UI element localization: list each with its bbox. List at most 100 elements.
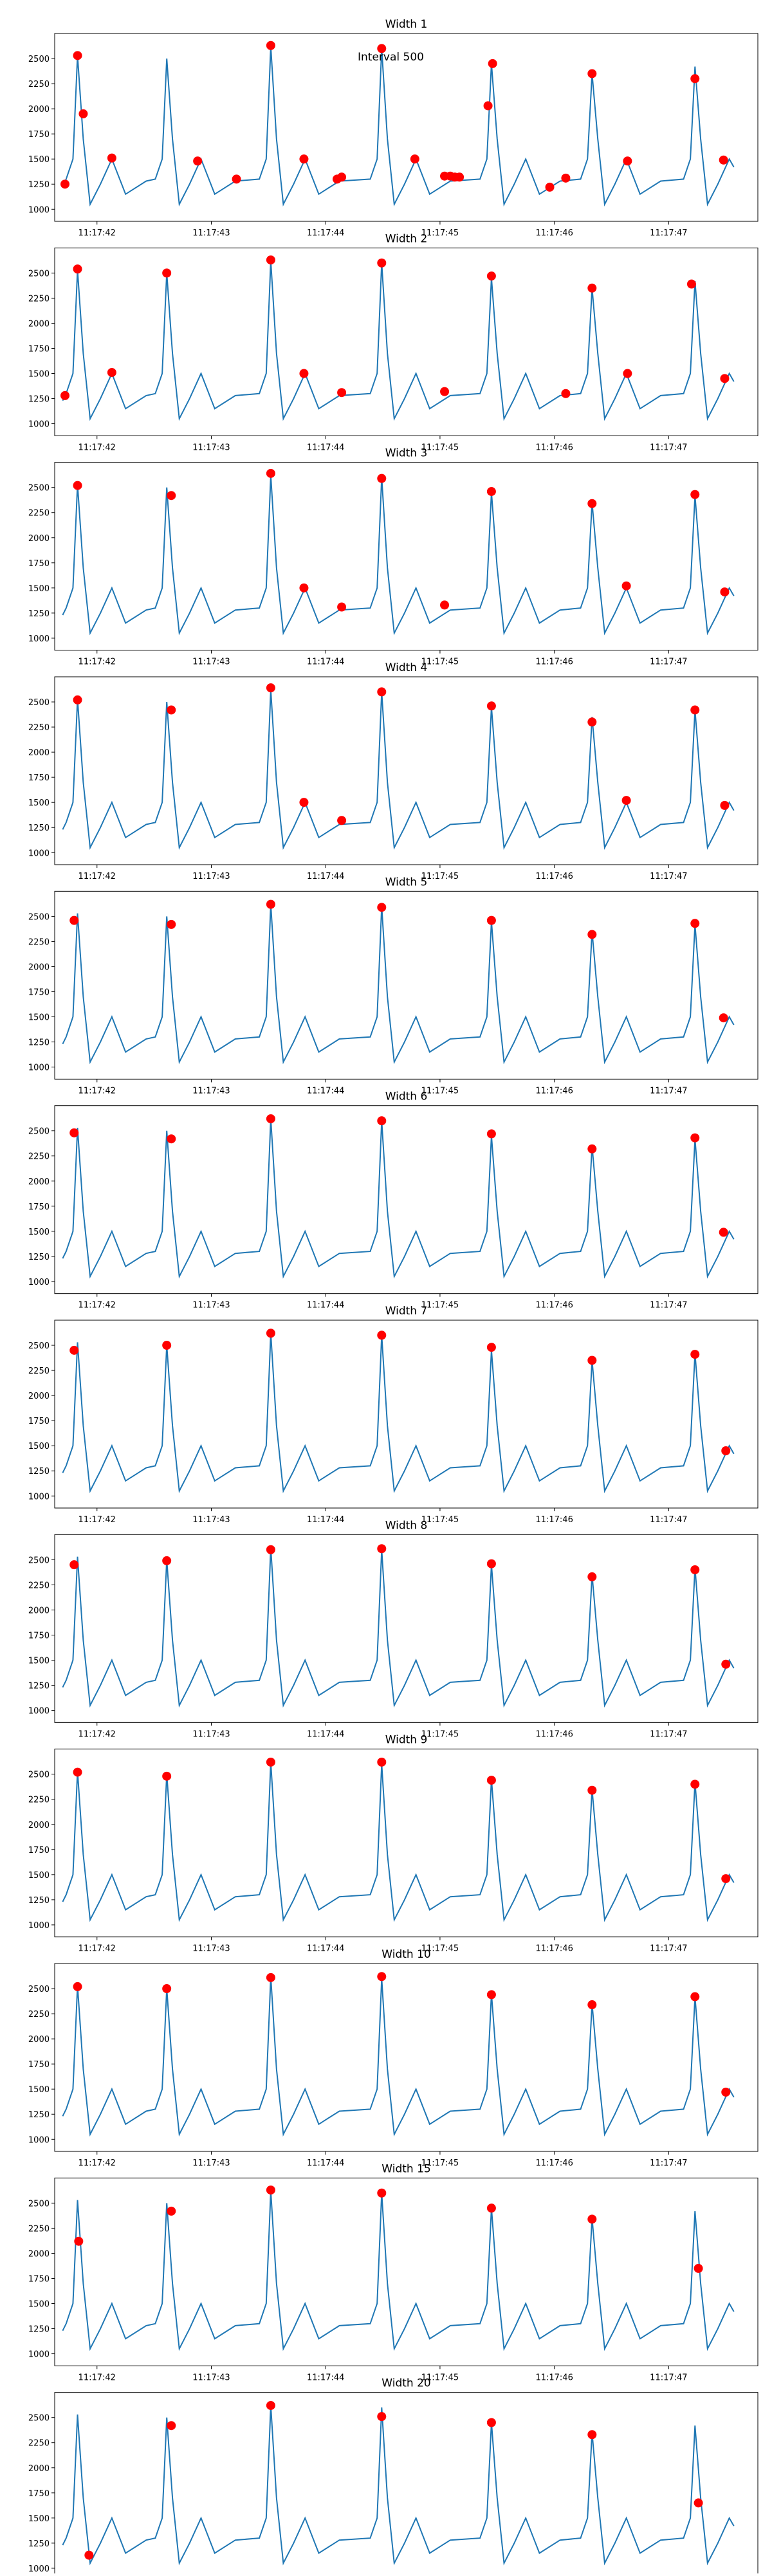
peak-marker: [486, 1990, 496, 2000]
y-tick-label: 2250: [28, 2224, 50, 2234]
peak-marker: [162, 1984, 172, 1994]
peak-marker: [483, 101, 493, 111]
peak-marker: [410, 154, 419, 164]
x-tick-label: 11:17:42: [78, 2158, 116, 2168]
axes-frame: [54, 1963, 758, 2152]
y-tick-label: 1750: [28, 2274, 50, 2284]
y-tick-label: 1000: [28, 2564, 50, 2573]
peak-marker: [266, 1329, 275, 1338]
subplot-title: Width 20: [381, 2377, 430, 2390]
peak-marker: [377, 2188, 387, 2198]
peak-marker: [84, 2550, 94, 2560]
x-tick-label: 11:17:43: [192, 1086, 230, 1096]
y-tick-label: 1250: [28, 1682, 50, 1691]
subplot: Width 15 1000 1250 1500 1750 2000 2250 2500 11:1…: [28, 2162, 758, 2382]
y-tick-label: 2500: [28, 698, 50, 708]
y-tick-label: 2000: [28, 1606, 50, 1615]
signal-line: [62, 904, 735, 1065]
peak-marker: [266, 1114, 275, 1123]
peak-marker: [690, 74, 700, 84]
subplot-title: Width 10: [381, 1948, 430, 1961]
peak-marker: [694, 2498, 703, 2508]
y-tick-label: 1500: [28, 1013, 50, 1023]
peak-marker: [167, 2421, 176, 2431]
y-tick-label: 2250: [28, 1152, 50, 1162]
subplot: Width 5 1000 1250 1500 1750 2000 2250 2500 11:17…: [28, 876, 758, 1096]
peak-marker: [587, 2000, 597, 2010]
peak-marker: [587, 69, 597, 78]
subplot-title: Width 8: [385, 1519, 428, 1532]
y-tick-label: 2500: [28, 1985, 50, 1994]
subplot-title: Width 2: [385, 232, 428, 245]
peak-marker: [162, 1556, 172, 1565]
peak-marker: [377, 258, 387, 268]
subplot: Width 9 1000 1250 1500 1750 2000 2250 2500 11:17…: [28, 1734, 758, 1954]
y-tick-label: 2000: [28, 534, 50, 544]
y-tick-label: 2000: [28, 748, 50, 758]
peak-marker: [721, 2087, 731, 2097]
peak-marker: [377, 474, 387, 483]
peak-marker: [299, 583, 309, 593]
peak-marker: [623, 369, 632, 378]
x-tick-label: 11:17:42: [78, 658, 116, 667]
x-tick-label: 11:17:43: [192, 1729, 230, 1739]
x-tick-label: 11:17:42: [78, 228, 116, 238]
peak-marker: [107, 367, 116, 377]
y-tick-label: 2250: [28, 2439, 50, 2449]
y-tick-label: 2000: [28, 105, 50, 115]
y-tick-label: 1500: [28, 370, 50, 380]
x-tick-label: 11:17:42: [78, 1301, 116, 1311]
peak-marker: [377, 903, 387, 912]
peak-marker: [167, 2206, 176, 2216]
peak-marker: [690, 1350, 700, 1359]
peak-marker: [486, 1343, 496, 1352]
y-tick-label: 1250: [28, 1253, 50, 1262]
x-tick-label: 11:17:43: [192, 2373, 230, 2382]
subplot: Width 3 1000 1250 1500 1750 2000 2250 2500 11:17…: [28, 447, 758, 667]
y-tick-label: 1250: [28, 395, 50, 405]
subplot: Width 20100012501500175020002250250011:1…: [28, 2377, 758, 2576]
signal-line: [62, 2191, 735, 2351]
subplot: Width 6 1000 1250 1500 1750 2000 2250 2500 11:17…: [28, 1090, 758, 1311]
peak-marker: [377, 1544, 387, 1554]
x-tick-label: 11:17:45: [421, 1944, 459, 1954]
signal-line: [62, 1333, 735, 1493]
y-tick-label: 2000: [28, 1177, 50, 1187]
peak-marker: [690, 1133, 700, 1143]
y-tick-label: 1250: [28, 1896, 50, 1906]
x-tick-label: 11:17:45: [421, 1729, 459, 1739]
x-tick-label: 11:17:43: [192, 443, 230, 452]
y-tick-label: 1000: [28, 205, 50, 215]
peak-marker: [690, 1992, 700, 2001]
x-tick-label: 11:17:46: [535, 658, 573, 667]
y-tick-label: 1500: [28, 1657, 50, 1666]
x-tick-label: 11:17:43: [192, 2158, 230, 2168]
peak-marker: [299, 154, 309, 164]
y-tick-label: 2000: [28, 962, 50, 972]
x-tick-label: 11:17:47: [650, 658, 687, 667]
peak-marker: [690, 1565, 700, 1574]
peak-marker: [694, 2263, 703, 2273]
x-tick-label: 11:17:44: [307, 2373, 344, 2382]
signal-line: [62, 46, 735, 207]
subplot-title: Width 6: [385, 1090, 428, 1103]
peak-marker: [73, 51, 82, 60]
peak-marker: [266, 1973, 275, 1982]
peak-marker: [74, 2236, 84, 2246]
subplot-title: Width 1: [385, 18, 428, 31]
axes-frame: [54, 676, 758, 865]
x-tick-label: 11:17:44: [307, 1729, 344, 1739]
peak-marker: [587, 2430, 597, 2440]
peak-marker: [486, 701, 496, 711]
x-tick-label: 11:17:47: [650, 1729, 687, 1739]
peak-marker: [60, 391, 69, 400]
peak-marker: [107, 153, 116, 163]
peak-marker: [73, 264, 82, 274]
peak-marker: [377, 1972, 387, 1982]
signal-line: [62, 1976, 735, 2137]
subplot: Width 8 1000 1250 1500 1750 2000 2250 2500 11:17…: [28, 1519, 758, 1739]
peak-marker: [690, 919, 700, 928]
y-tick-label: 1750: [28, 1846, 50, 1855]
x-tick-label: 11:17:43: [192, 1301, 230, 1311]
x-tick-label: 11:17:46: [535, 1515, 573, 1525]
